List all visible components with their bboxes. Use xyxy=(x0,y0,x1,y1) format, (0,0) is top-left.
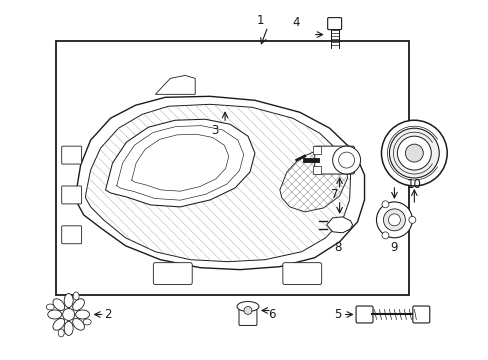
Circle shape xyxy=(405,144,423,162)
Circle shape xyxy=(332,146,360,174)
Ellipse shape xyxy=(48,310,61,319)
Ellipse shape xyxy=(73,299,84,310)
Circle shape xyxy=(383,209,405,231)
Polygon shape xyxy=(326,217,352,233)
Ellipse shape xyxy=(58,329,64,337)
Text: 7: 7 xyxy=(330,188,338,202)
Ellipse shape xyxy=(53,299,64,310)
Ellipse shape xyxy=(53,319,64,330)
Text: 2: 2 xyxy=(103,308,111,321)
Text: 6: 6 xyxy=(267,308,275,321)
FancyBboxPatch shape xyxy=(61,186,81,204)
Ellipse shape xyxy=(73,292,79,300)
Circle shape xyxy=(397,136,430,170)
FancyBboxPatch shape xyxy=(412,306,429,323)
Ellipse shape xyxy=(64,293,73,307)
Ellipse shape xyxy=(73,319,84,330)
Polygon shape xyxy=(105,119,254,207)
Circle shape xyxy=(244,306,251,315)
Text: 5: 5 xyxy=(333,308,341,321)
FancyBboxPatch shape xyxy=(314,146,354,174)
Text: 4: 4 xyxy=(291,16,299,29)
Circle shape xyxy=(388,128,438,178)
Ellipse shape xyxy=(237,302,259,311)
FancyBboxPatch shape xyxy=(153,263,192,285)
FancyBboxPatch shape xyxy=(239,306,256,325)
Ellipse shape xyxy=(76,310,89,319)
Circle shape xyxy=(62,309,75,320)
Text: 1: 1 xyxy=(256,14,263,27)
Bar xyxy=(312,166,320,174)
Circle shape xyxy=(338,152,354,168)
Circle shape xyxy=(387,214,400,226)
Polygon shape xyxy=(279,150,347,212)
Text: 10: 10 xyxy=(406,179,421,192)
FancyBboxPatch shape xyxy=(61,146,81,164)
Polygon shape xyxy=(155,75,195,94)
Ellipse shape xyxy=(46,304,54,310)
Text: 8: 8 xyxy=(333,241,341,254)
Bar xyxy=(312,146,320,154)
Circle shape xyxy=(408,216,415,223)
FancyBboxPatch shape xyxy=(327,18,341,30)
FancyBboxPatch shape xyxy=(282,263,321,285)
Text: 3: 3 xyxy=(211,124,218,137)
Circle shape xyxy=(381,201,388,208)
FancyBboxPatch shape xyxy=(355,306,372,323)
Circle shape xyxy=(381,120,447,186)
Ellipse shape xyxy=(64,321,73,336)
Ellipse shape xyxy=(83,319,91,325)
Circle shape xyxy=(376,202,411,238)
FancyBboxPatch shape xyxy=(61,226,81,244)
Polygon shape xyxy=(76,96,364,270)
Text: 9: 9 xyxy=(390,241,397,254)
Bar xyxy=(56,41,408,294)
Circle shape xyxy=(381,232,388,239)
Polygon shape xyxy=(85,104,350,262)
